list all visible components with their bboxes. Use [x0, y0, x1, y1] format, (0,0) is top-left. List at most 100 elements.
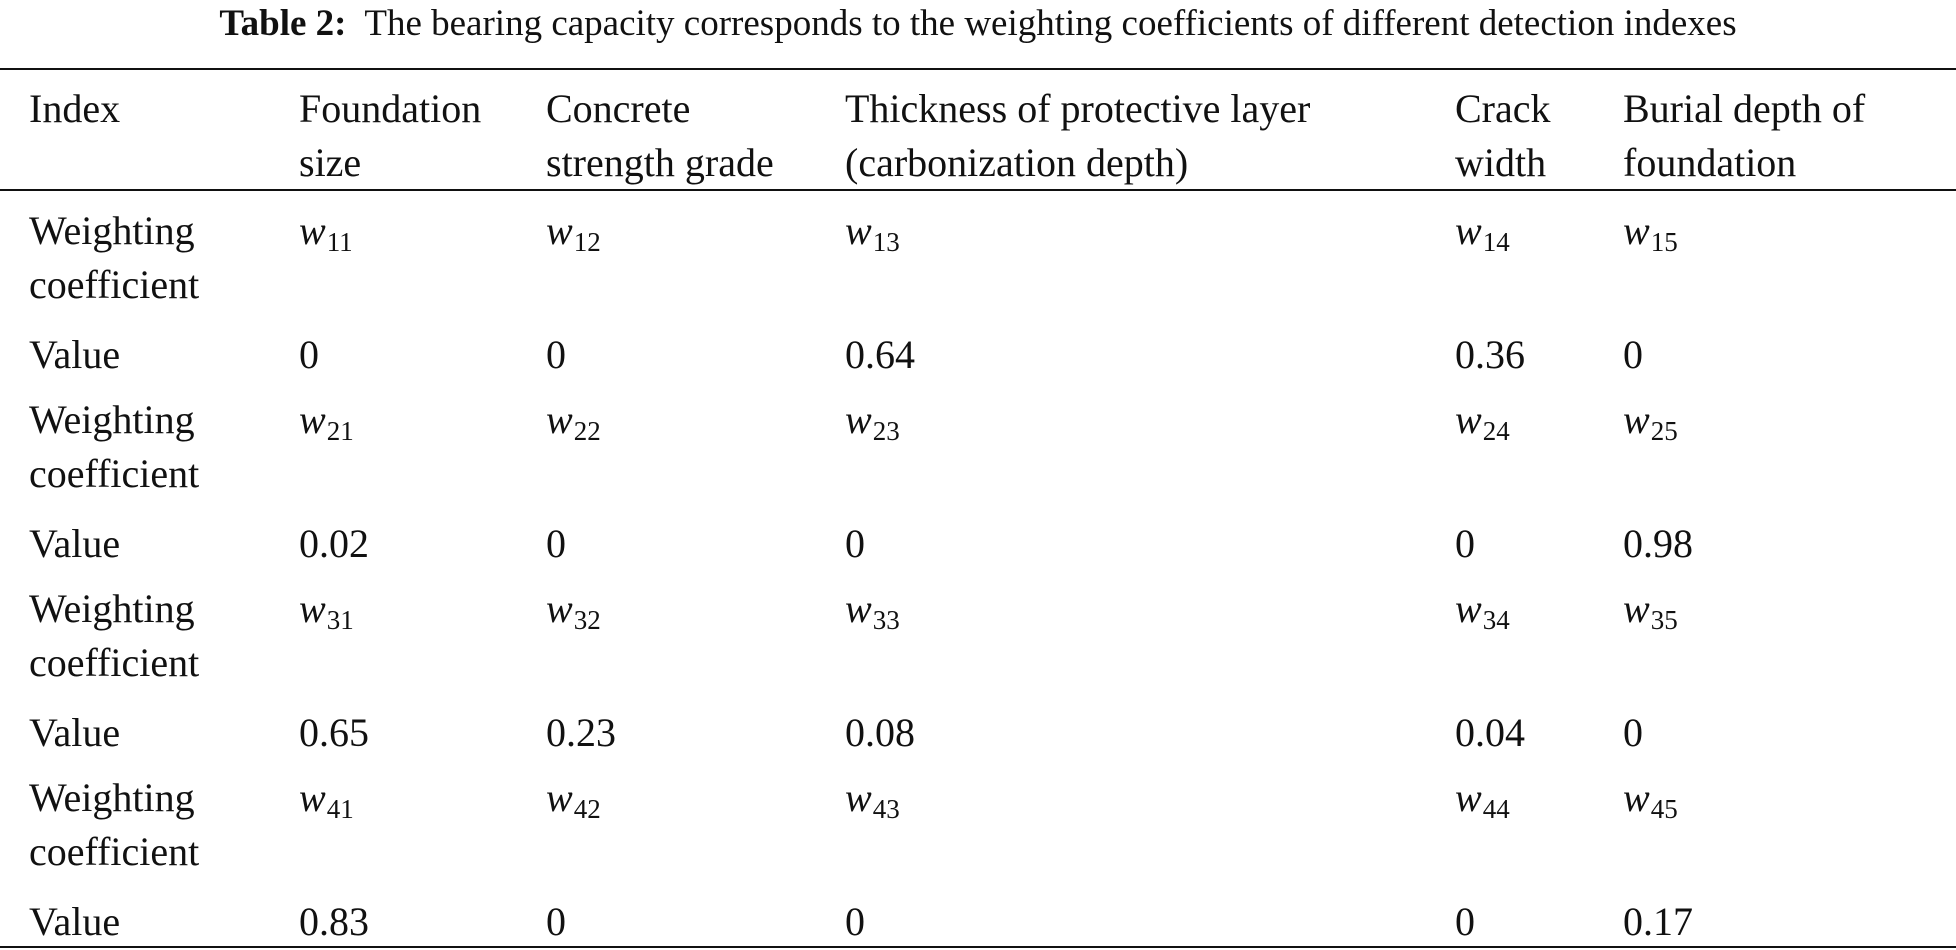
coefficient-subscript: 24 [1482, 416, 1510, 446]
coefficient-symbol: w [1623, 775, 1650, 820]
row-label-value: Value [29, 332, 121, 377]
coefficient-symbol: w [546, 208, 573, 253]
value-cell: 0.36 [1455, 332, 1525, 377]
caption-label: Table 2: [219, 3, 347, 44]
coefficient-cell: w31 [299, 582, 354, 636]
row-label-weighting: Weighting coefficient [29, 771, 199, 879]
row-label-weighting-line-1: Weighting [29, 586, 195, 631]
header-crack-width: Crack width [1455, 82, 1551, 190]
coefficient-cell: w11 [299, 204, 353, 258]
header-index: Index [29, 82, 120, 136]
coefficient-subscript: 21 [326, 416, 354, 446]
row-label-weighting-line-1: Weighting [29, 397, 195, 442]
value-cell: 0 [546, 332, 566, 377]
coefficient-symbol: w [299, 775, 326, 820]
coefficient-symbol: w [1623, 397, 1650, 442]
coefficient-subscript: 12 [573, 227, 601, 257]
header-protective-layer-line-1: Thickness of protective layer [845, 86, 1311, 131]
coefficient-symbol: w [1455, 397, 1482, 442]
coefficient-symbol: w [1623, 208, 1650, 253]
coefficient-subscript: 45 [1650, 794, 1678, 824]
coefficient-cell: w41 [299, 771, 354, 825]
header-index-line-1: Index [29, 86, 121, 131]
coefficient-cell: w12 [546, 204, 601, 258]
coefficient-subscript: 31 [326, 605, 354, 635]
coefficient-subscript: 14 [1482, 227, 1510, 257]
coefficient-subscript: 13 [872, 227, 900, 257]
row-label-weighting-line-2: coefficient [29, 640, 200, 685]
value-cell: 0 [1455, 899, 1475, 944]
coefficient-cell: w33 [845, 582, 900, 636]
row-label-weighting: Weighting coefficient [29, 204, 199, 312]
value-cell: 0 [546, 899, 566, 944]
coefficient-subscript: 25 [1650, 416, 1678, 446]
coefficient-symbol: w [1455, 208, 1482, 253]
bottom-rule [0, 946, 1956, 948]
row-label-weighting: Weighting coefficient [29, 393, 199, 501]
header-concrete-strength: Concrete strength grade [546, 82, 774, 190]
value-cell: 0 [546, 521, 566, 566]
coefficient-cell: w24 [1455, 393, 1510, 447]
top-rule [0, 68, 1956, 70]
coefficient-symbol: w [546, 775, 573, 820]
coefficient-subscript: 15 [1650, 227, 1678, 257]
value-cell: 0.23 [546, 710, 616, 755]
row-label-weighting-line-2: coefficient [29, 451, 200, 496]
table-caption: Table 2: The bearing capacity correspond… [0, 0, 1956, 56]
header-protective-layer: Thickness of protective layer (carboniza… [845, 82, 1310, 190]
coefficient-symbol: w [546, 586, 573, 631]
coefficient-cell: w13 [845, 204, 900, 258]
value-cell: 0.02 [299, 521, 369, 566]
coefficient-cell: w21 [299, 393, 354, 447]
caption-text: The bearing capacity corresponds to the … [364, 3, 1737, 44]
coefficient-symbol: w [845, 208, 872, 253]
header-protective-layer-line-2: (carbonization depth) [845, 140, 1189, 185]
coefficient-subscript: 32 [573, 605, 601, 635]
coefficient-subscript: 23 [872, 416, 900, 446]
header-foundation-size-line-1: Foundation [299, 86, 482, 131]
coefficient-symbol: w [546, 397, 573, 442]
coefficient-cell: w34 [1455, 582, 1510, 636]
coefficient-symbol: w [1623, 586, 1650, 631]
value-cell: 0 [1623, 332, 1643, 377]
coefficient-subscript: 41 [326, 794, 354, 824]
value-cell: 0.83 [299, 899, 369, 944]
value-cell: 0.98 [1623, 521, 1693, 566]
coefficient-cell: w32 [546, 582, 601, 636]
value-cell: 0.04 [1455, 710, 1525, 755]
coefficient-symbol: w [845, 586, 872, 631]
value-cell: 0 [1455, 521, 1475, 566]
coefficient-symbol: w [299, 586, 326, 631]
coefficient-cell: w14 [1455, 204, 1510, 258]
value-cell: 0 [845, 899, 865, 944]
coefficient-subscript: 22 [573, 416, 601, 446]
coefficient-subscript: 35 [1650, 605, 1678, 635]
coefficient-cell: w25 [1623, 393, 1678, 447]
value-cell: 0 [299, 332, 319, 377]
value-cell: 0.08 [845, 710, 915, 755]
coefficient-symbol: w [299, 208, 326, 253]
header-rule [0, 189, 1956, 191]
coefficient-subscript: 44 [1482, 794, 1510, 824]
row-label-weighting: Weighting coefficient [29, 582, 199, 690]
coefficient-cell: w42 [546, 771, 601, 825]
value-cell: 0 [1623, 710, 1643, 755]
coefficient-subscript: 33 [872, 605, 900, 635]
value-cell: 0.17 [1623, 899, 1693, 944]
coefficient-cell: w22 [546, 393, 601, 447]
coefficient-subscript: 42 [573, 794, 601, 824]
value-cell: 0 [845, 521, 865, 566]
coefficient-cell: w35 [1623, 582, 1678, 636]
coefficient-symbol: w [1455, 775, 1482, 820]
header-foundation-size-line-2: size [299, 140, 362, 185]
row-label-weighting-line-2: coefficient [29, 829, 200, 874]
coefficient-symbol: w [845, 397, 872, 442]
coefficient-cell: w23 [845, 393, 900, 447]
header-foundation-size: Foundation size [299, 82, 481, 190]
value-cell: 0.64 [845, 332, 915, 377]
header-burial-depth-line-1: Burial depth of [1623, 86, 1866, 131]
coefficient-symbol: w [299, 397, 326, 442]
coefficient-subscript: 34 [1482, 605, 1510, 635]
value-cell: 0.65 [299, 710, 369, 755]
coefficient-symbol: w [1455, 586, 1482, 631]
